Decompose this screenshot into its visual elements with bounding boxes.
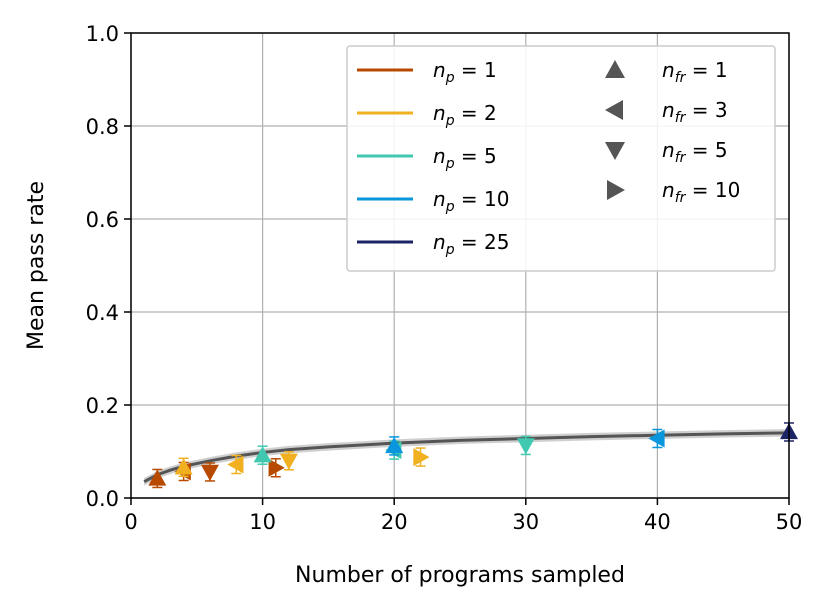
x-axis-ticks: 0 10 20 30 40 50	[124, 498, 802, 534]
data-point	[227, 454, 244, 475]
legend-marker-entry: nfr = 3	[605, 98, 728, 126]
y-axis-label: Mean pass rate	[24, 181, 49, 350]
data-point	[385, 436, 404, 456]
legend-color-entries: np = 1 np = 2 np = 5 np = 10 np = 25	[357, 58, 510, 258]
legend-label: nfr = 10	[662, 178, 740, 206]
data-point	[174, 457, 193, 478]
legend-label: np = 10	[433, 187, 510, 215]
x-tick-label: 30	[512, 510, 539, 534]
legend-label: nfr = 5	[662, 138, 728, 166]
y-tick-label: 0.2	[86, 394, 119, 418]
point-marker	[253, 446, 272, 463]
point-marker	[174, 458, 193, 475]
plot-frame	[130, 32, 790, 499]
data-point	[148, 468, 167, 489]
y-tick-label: 0.4	[86, 301, 119, 325]
legend-label: np = 1	[433, 58, 497, 86]
data-point	[268, 458, 285, 478]
legend-color-entry: np = 1	[357, 58, 497, 86]
x-tick-label: 0	[124, 510, 137, 534]
point-marker	[200, 464, 219, 481]
point-marker	[413, 448, 430, 467]
legend-marker-entry: nfr = 1	[605, 58, 728, 86]
legend-marker-entry: nfr = 10	[607, 178, 740, 206]
data-point	[413, 447, 430, 467]
point-marker	[227, 455, 244, 474]
data-point	[279, 451, 298, 471]
data-point	[200, 462, 219, 482]
legend-label: np = 25	[433, 230, 510, 258]
legend-label: np = 5	[433, 144, 497, 172]
y-tick-label: 0.0	[86, 487, 119, 511]
point-marker	[385, 436, 404, 454]
x-tick-label: 10	[249, 510, 276, 534]
data-points	[148, 422, 798, 489]
point-marker	[648, 429, 665, 448]
data-point	[648, 428, 665, 449]
legend-color-entry: np = 10	[357, 187, 510, 215]
x-axis-label: Number of programs sampled	[295, 563, 625, 588]
legend-label: nfr = 3	[662, 98, 728, 126]
legend-label: np = 2	[433, 101, 497, 129]
legend-marker	[605, 60, 625, 78]
legend-marker-entries: nfr = 1 nfr = 3 nfr = 5 nfr = 10	[605, 58, 740, 206]
legend-marker-entry: nfr = 5	[605, 138, 728, 166]
legend-box	[346, 45, 776, 272]
point-marker	[148, 469, 167, 486]
legend-marker	[605, 100, 623, 120]
legend-color-entry: np = 25	[357, 230, 510, 258]
legend-marker	[605, 142, 625, 160]
data-point	[253, 445, 272, 465]
x-tick-label: 20	[381, 510, 408, 534]
y-tick-label: 0.6	[86, 208, 119, 232]
y-tick-label: 1.0	[86, 22, 119, 46]
x-tick-label: 50	[776, 510, 803, 534]
point-marker	[279, 453, 298, 470]
point-marker	[516, 438, 535, 455]
data-point	[516, 435, 535, 456]
legend-label: nfr = 1	[662, 58, 728, 86]
legend-marker	[607, 180, 625, 200]
x-tick-label: 40	[644, 510, 671, 534]
legend-color-entry: np = 5	[357, 144, 497, 172]
point-marker	[268, 458, 285, 477]
y-axis-ticks: 0.0 0.2 0.4 0.6 0.8 1.0	[86, 22, 131, 511]
y-tick-label: 0.8	[86, 115, 119, 139]
legend: np = 1 np = 2 np = 5 np = 10 np = 25 nfr = 1…	[346, 45, 776, 272]
legend-color-entry: np = 2	[357, 101, 497, 129]
